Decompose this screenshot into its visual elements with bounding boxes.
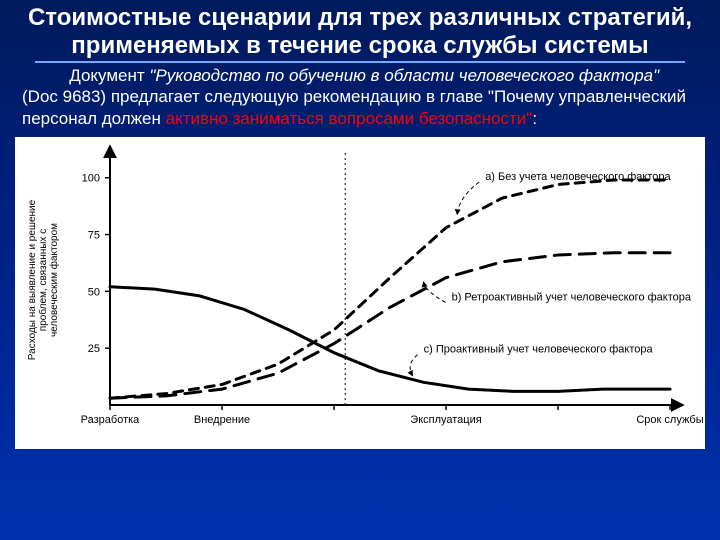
svg-text:100: 100 — [82, 173, 100, 185]
chart-container: 25 50 75 100 Разработка Внедрение Эксплуатация… — [15, 137, 705, 449]
svg-text:75: 75 — [88, 229, 100, 241]
svg-text:Расходы на выявление и решение: Расходы на выявление и решениепроблем, с… — [27, 199, 60, 360]
para-1a: Документ — [69, 66, 149, 85]
svg-text:b) Ретроактивный учет человече: b) Ретроактивный учет человеческого факт… — [452, 291, 692, 303]
chart-svg: 25 50 75 100 Разработка Внедрение Эксплуатация… — [15, 137, 705, 449]
body-paragraph: Документ "Руководство по обучению в обла… — [0, 63, 720, 135]
slide-title: Стоимостные сценарии для трех различных … — [0, 0, 720, 59]
svg-text:Срок службы: Срок службы — [636, 414, 703, 426]
svg-text:25: 25 — [88, 343, 100, 355]
svg-text:50: 50 — [88, 286, 100, 298]
svg-text:Разработка: Разработка — [81, 414, 141, 426]
svg-text:a) Без учета человеческого фак: a) Без учета человеческого фактора — [485, 171, 671, 183]
para-doc-title: "Руководство по обучению в области челов… — [149, 66, 659, 85]
svg-text:c) Проактивный учет человеческ: c) Проактивный учет человеческого фактор… — [424, 344, 654, 356]
para-red: активно заниматься вопросами безопасност… — [166, 109, 533, 128]
para-colon: : — [532, 109, 537, 128]
svg-text:Внедрение: Внедрение — [194, 414, 250, 426]
para-indent — [22, 66, 69, 85]
svg-text:Эксплуатация: Эксплуатация — [410, 414, 481, 426]
